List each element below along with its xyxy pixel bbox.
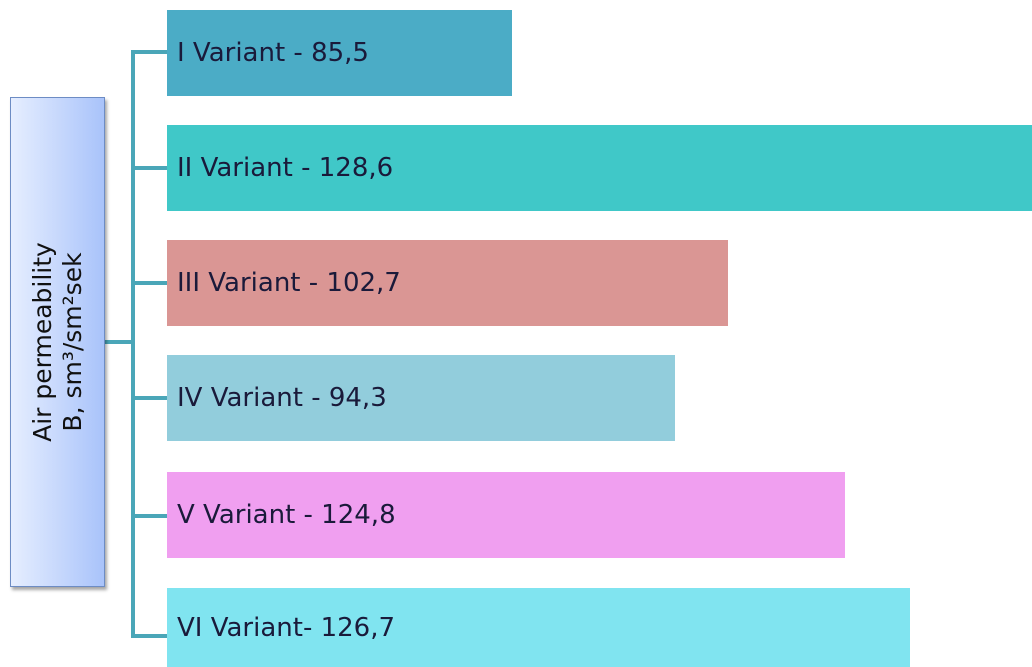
root-label: Air permeability B, sm³/sm²sek <box>28 242 88 442</box>
variant-box: VI Variant- 126,7 <box>167 588 910 667</box>
root-line: B, sm³/sm²sek <box>57 252 87 432</box>
root-line: Air permeability <box>27 242 57 442</box>
variant-box: II Variant - 128,6 <box>167 125 1032 211</box>
variant-box: V Variant - 124,8 <box>167 472 845 558</box>
root-box: Air permeability B, sm³/sm²sek <box>10 97 105 587</box>
variant-box: III Variant - 102,7 <box>167 240 728 326</box>
variant-box: I Variant - 85,5 <box>167 10 512 96</box>
variant-box: IV Variant - 94,3 <box>167 355 675 441</box>
